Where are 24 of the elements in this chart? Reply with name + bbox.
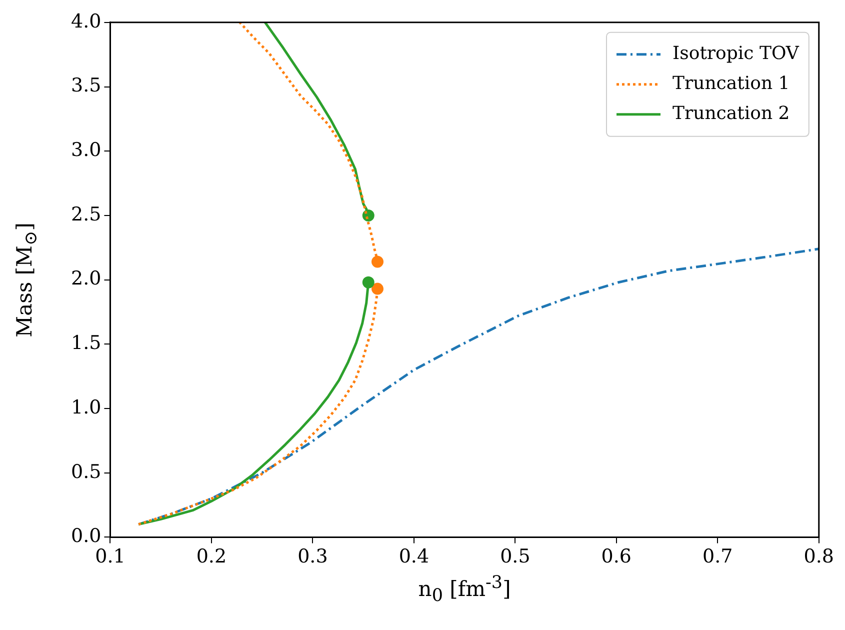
x-tick-label: 0.6 xyxy=(601,546,632,568)
legend-label: Isotropic TOV xyxy=(672,43,800,64)
x-tick-label: 0.7 xyxy=(702,546,733,568)
point xyxy=(371,256,384,268)
x-tick-label: 0.5 xyxy=(500,546,530,568)
y-tick-label: 2.0 xyxy=(71,268,102,290)
y-tick-label: 1.0 xyxy=(71,396,102,418)
y-tick-label: 3.5 xyxy=(71,74,102,97)
legend-label: Truncation 1 xyxy=(672,73,790,94)
x-tick-label: 0.8 xyxy=(804,546,834,568)
x-tick-label: 0.4 xyxy=(398,546,430,568)
y-tick-label: 3.0 xyxy=(71,139,102,162)
point xyxy=(371,282,384,295)
point xyxy=(362,276,374,288)
x-tick-label: 0.3 xyxy=(298,546,328,568)
x-tick-label: 0.1 xyxy=(95,546,126,568)
legend-label: Truncation 2 xyxy=(672,103,790,124)
y-tick-label: 0.5 xyxy=(71,460,102,483)
x-tick-label: 0.2 xyxy=(196,546,227,568)
y-tick-label: 4.0 xyxy=(71,10,102,32)
y-tick-label: 1.5 xyxy=(71,332,102,354)
x-axis-title: n$_{0}$ [fm$^{-3}$] xyxy=(417,573,512,606)
y-tick-label: 2.5 xyxy=(71,203,102,226)
y-tick-label: 0.0 xyxy=(71,525,102,548)
